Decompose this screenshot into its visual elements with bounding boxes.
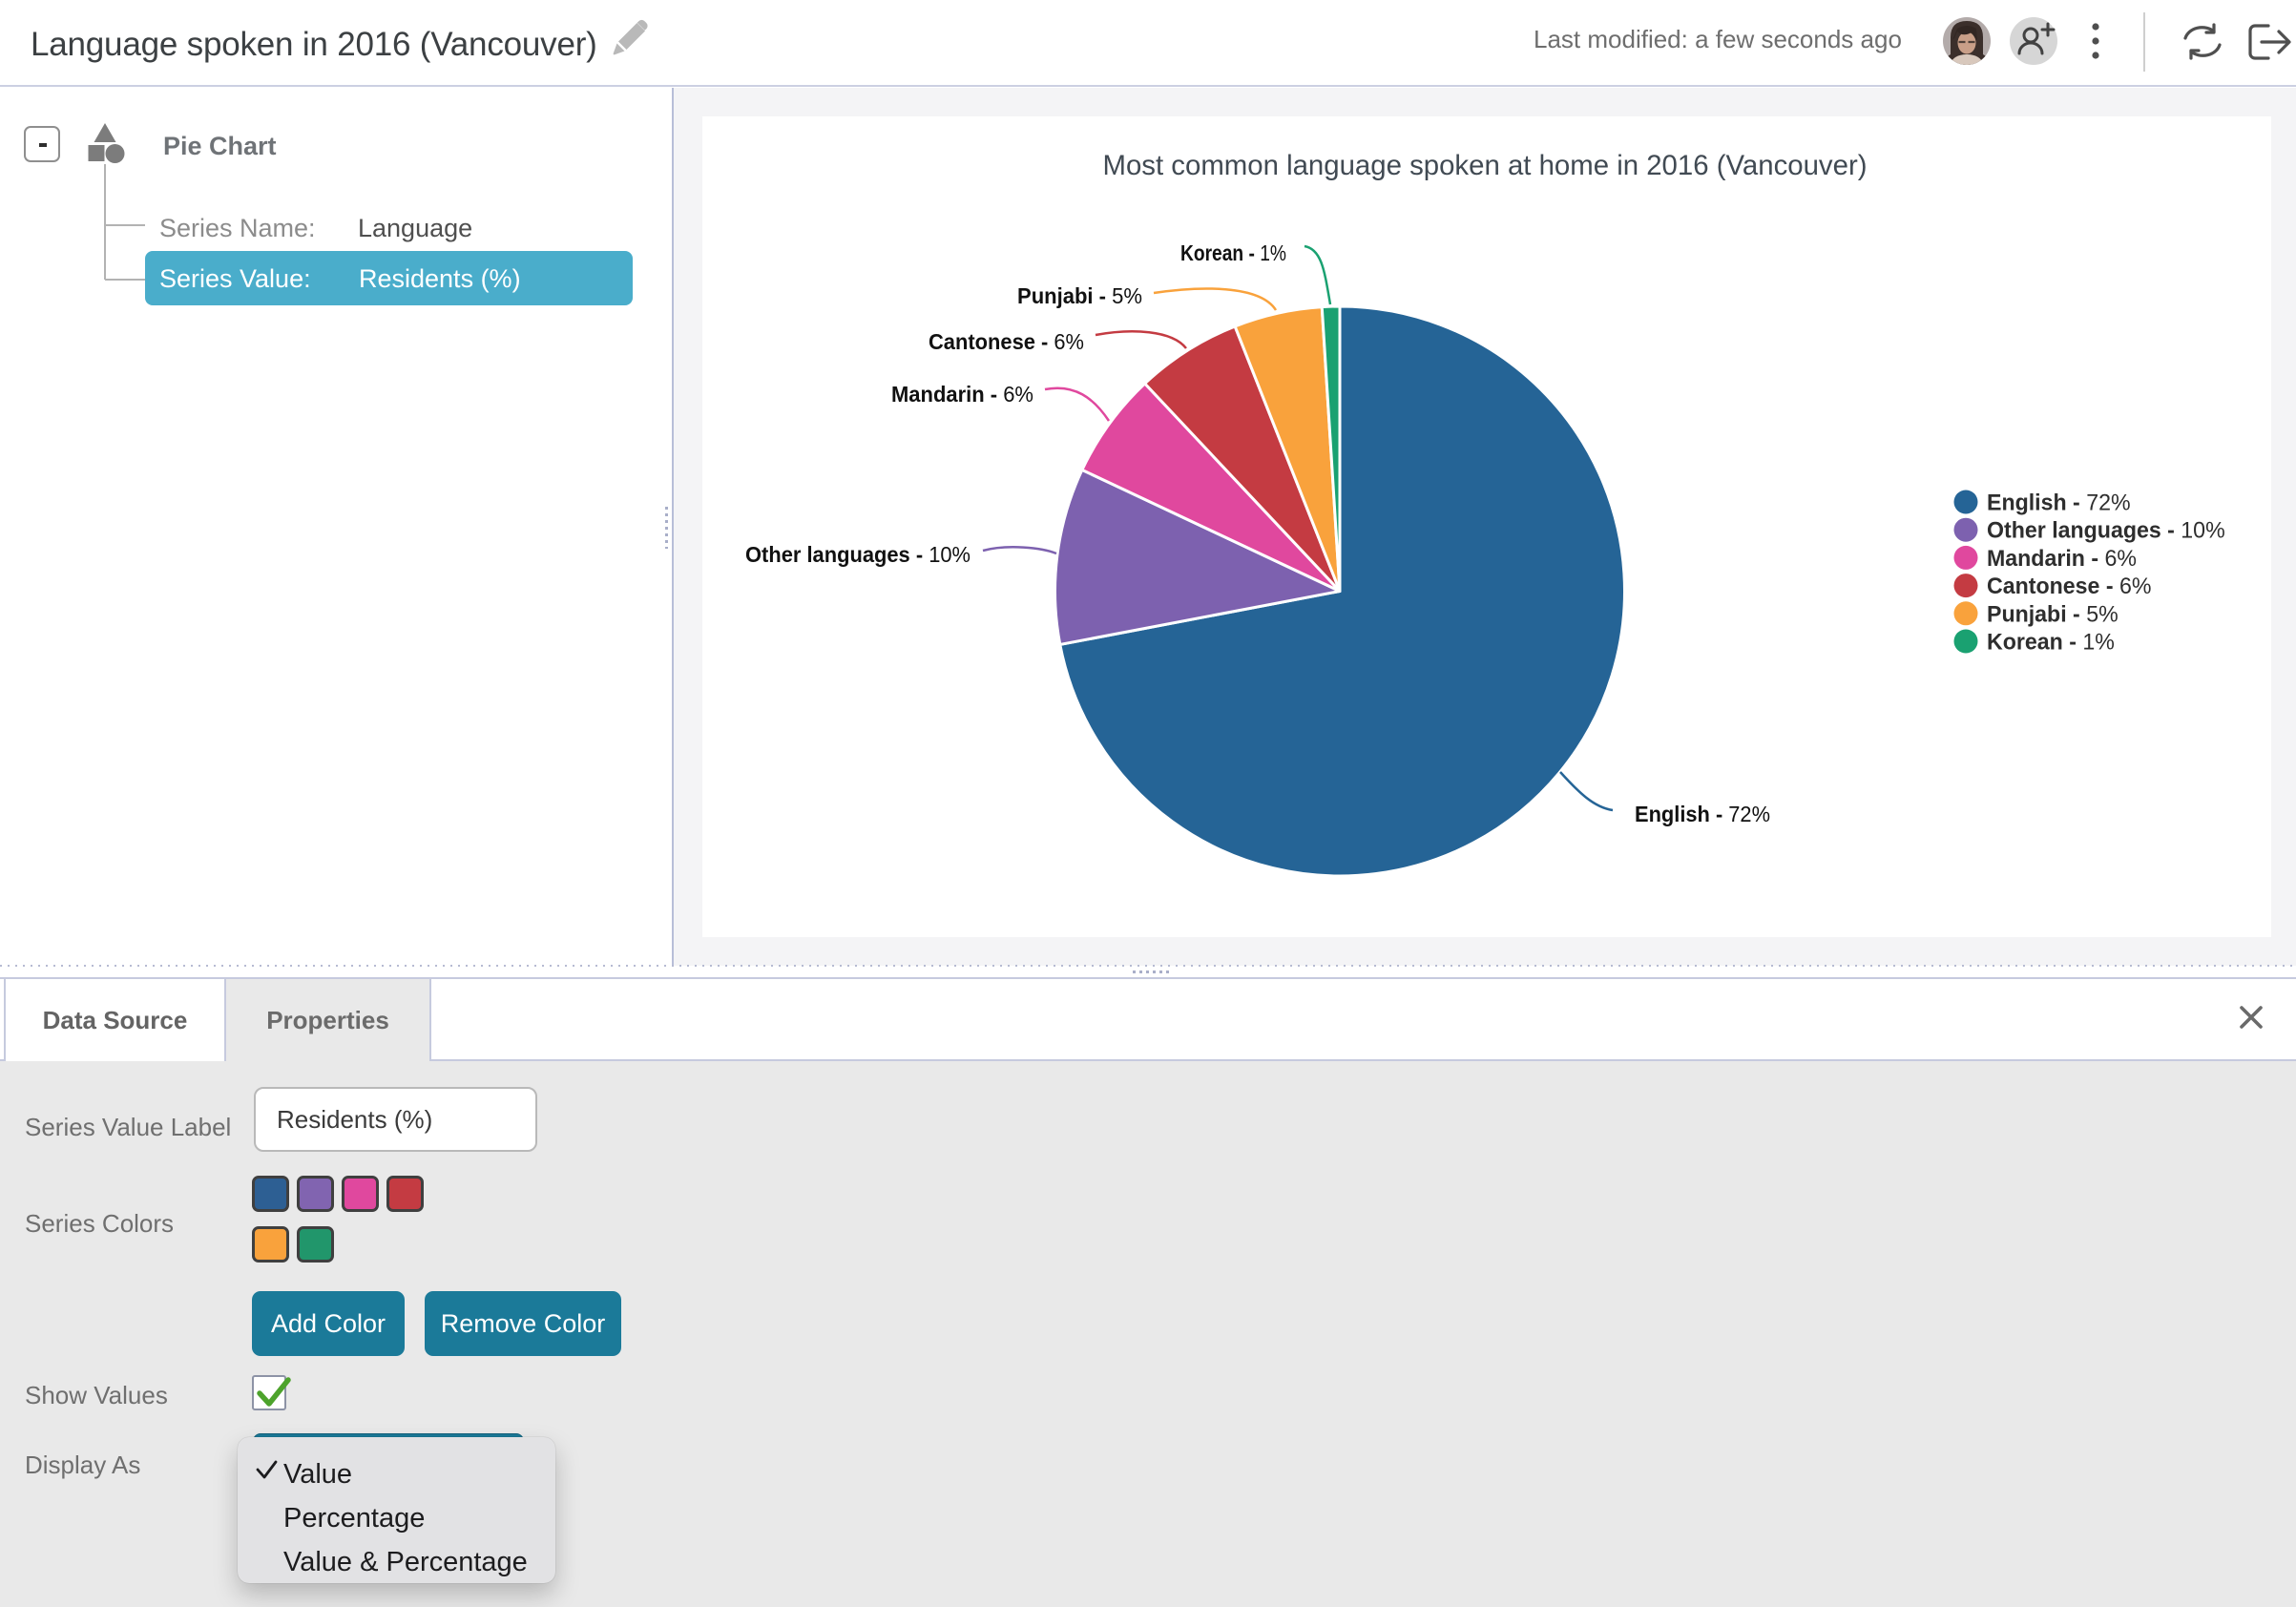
svg-text:Mandarin - 6%: Mandarin - 6%: [891, 382, 1033, 407]
svg-text:Korean - 1%: Korean - 1%: [1180, 240, 1286, 265]
svg-text:Other languages - 10%: Other languages - 10%: [745, 542, 971, 567]
svg-text:Punjabi - 5%: Punjabi - 5%: [1017, 283, 1142, 308]
svg-text:Cantonese - 6%: Cantonese - 6%: [1987, 574, 2152, 599]
svg-text:Punjabi - 5%: Punjabi - 5%: [1987, 601, 2119, 627]
svg-text:English - 72%: English - 72%: [1987, 490, 2131, 516]
svg-text:Cantonese - 6%: Cantonese - 6%: [929, 329, 1084, 354]
svg-text:English - 72%: English - 72%: [1635, 802, 1770, 826]
svg-text:Most common language spoken at: Most common language spoken at home in 2…: [1103, 150, 1868, 181]
svg-text:Korean - 1%: Korean - 1%: [1987, 630, 2115, 656]
svg-text:Mandarin - 6%: Mandarin - 6%: [1987, 546, 2137, 572]
svg-text:Other languages - 10%: Other languages - 10%: [1987, 518, 2225, 544]
